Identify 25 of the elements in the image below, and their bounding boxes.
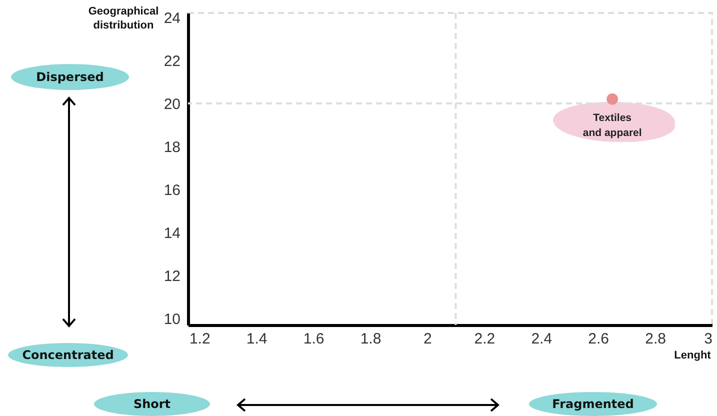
x-tick-label: 2.4: [531, 330, 552, 348]
y-tick-label: 24: [164, 10, 180, 27]
y-tick-label: 14: [164, 224, 180, 242]
text: Fragmented: [529, 392, 657, 416]
x-tick-label: 3: [704, 330, 712, 348]
x-tick-label: 1.4: [246, 330, 268, 348]
x-tick-label: 1.8: [360, 330, 382, 348]
y-tick-label: 22: [164, 52, 180, 70]
x-axis-title: Lenght: [674, 350, 712, 362]
text: Short: [94, 392, 210, 416]
y-tick-label: 10: [164, 311, 180, 328]
x-tick-label: 1.6: [303, 330, 324, 348]
x-tick-label: 2: [424, 330, 432, 348]
y-tick-label: 20: [164, 96, 180, 113]
annotation: Textiles and apparel: [582, 112, 642, 140]
y-tick-label: 12: [164, 268, 180, 286]
x-tick-label: 2.2: [474, 330, 496, 348]
y-tick-label: 16: [164, 182, 180, 199]
y-axis-title: Geographical distribution: [88, 6, 159, 32]
x-tick-label: 2.8: [645, 330, 666, 348]
y-tick-label: 18: [164, 138, 180, 156]
text: Dispersed: [11, 64, 129, 90]
text: Concentrated: [8, 343, 128, 367]
x-tick-label: 1.2: [189, 330, 210, 348]
x-tick-label: 2.6: [588, 330, 610, 348]
